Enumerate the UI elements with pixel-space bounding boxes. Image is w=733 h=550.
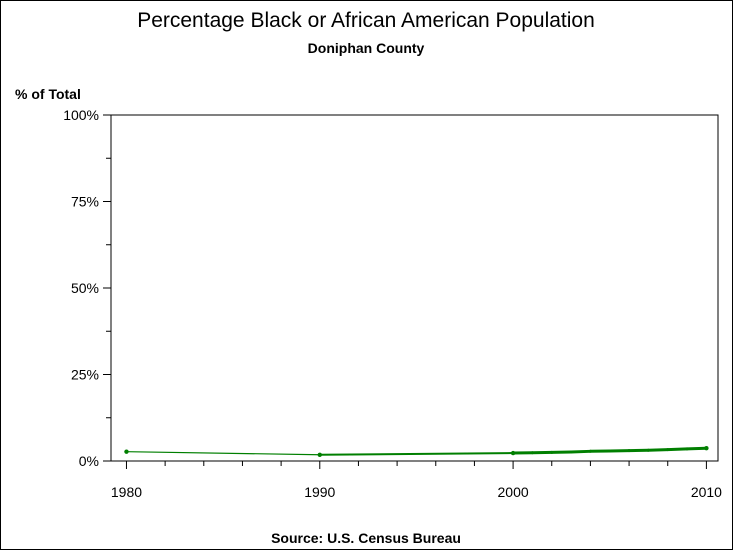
y-axis: 0% 25% 50% 75% 100%	[63, 107, 111, 469]
y-tick-label: 100%	[63, 107, 99, 123]
data-point	[704, 445, 709, 451]
y-tick-label: 75%	[71, 194, 99, 210]
x-tick-label: 2010	[691, 484, 722, 500]
chart-subtitle: Doniphan County	[308, 40, 425, 56]
series-line-segment	[666, 447, 689, 452]
y-axis-label: % of Total	[15, 86, 81, 102]
y-tick-label: 0%	[79, 453, 99, 469]
chart-title: Percentage Black or African American Pop…	[137, 9, 595, 32]
x-axis: 1980 1990 2000 2010	[111, 461, 722, 500]
data-point	[510, 450, 516, 456]
series-line-segment	[685, 446, 708, 451]
x-tick-label: 1980	[111, 484, 142, 500]
series-line-segment	[646, 448, 670, 452]
y-tick-label: 50%	[71, 280, 99, 296]
series-line-segment	[569, 449, 592, 454]
series-line-segment	[125, 451, 321, 456]
y-tick-label: 25%	[71, 367, 99, 383]
x-tick-label: 2000	[498, 484, 529, 500]
data-point	[317, 452, 322, 457]
data-point	[124, 449, 129, 454]
series-layer	[124, 445, 709, 457]
x-tick-label: 1990	[304, 484, 335, 500]
plot-area	[110, 114, 719, 462]
source-note: Source: U.S. Census Bureau	[271, 530, 461, 546]
series-line-segment	[318, 452, 515, 456]
